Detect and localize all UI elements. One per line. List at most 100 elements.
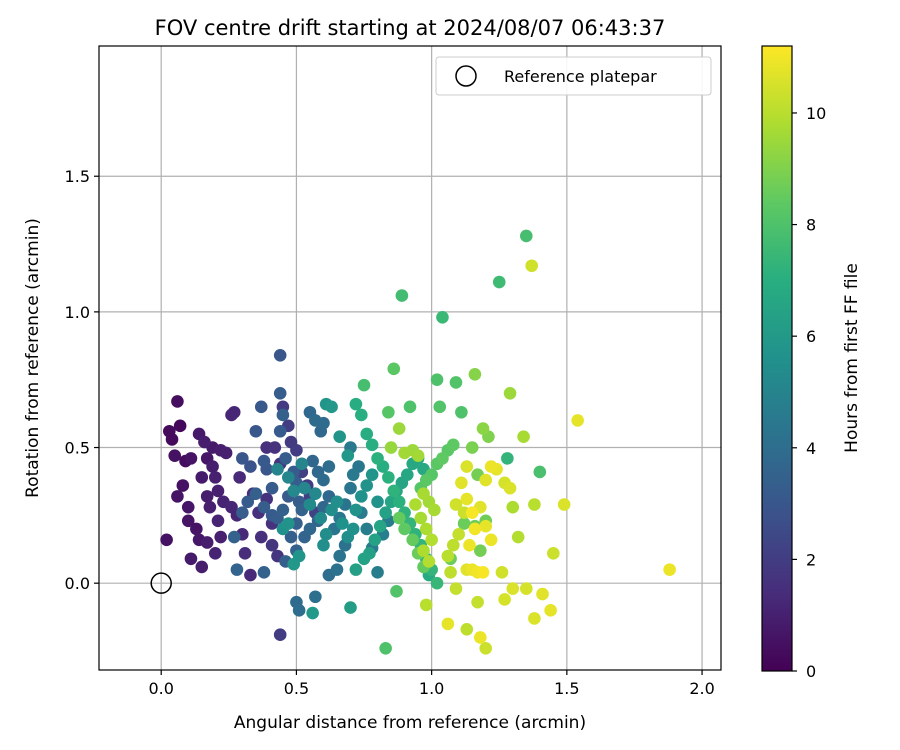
data-point xyxy=(271,462,284,476)
data-point xyxy=(238,547,252,560)
colorbar-gradient xyxy=(761,45,793,672)
data-point xyxy=(268,441,282,454)
data-point xyxy=(419,598,433,612)
data-point xyxy=(206,460,219,473)
data-point xyxy=(208,547,222,560)
data-point xyxy=(171,490,184,503)
data-point xyxy=(479,641,493,655)
data-point xyxy=(200,490,214,503)
data-point xyxy=(422,555,436,568)
colorbar-tick-label: 8 xyxy=(806,216,816,235)
plot-frame xyxy=(98,45,722,671)
data-point xyxy=(360,522,374,536)
data-point xyxy=(506,500,520,514)
data-point xyxy=(306,454,319,468)
x-axis-label: Angular distance from reference (arcmin) xyxy=(234,713,586,733)
data-point xyxy=(365,468,379,481)
data-point xyxy=(276,503,290,517)
data-point xyxy=(365,438,379,452)
data-point xyxy=(414,511,428,525)
x-tick-label: 2.0 xyxy=(689,679,714,698)
data-point xyxy=(465,441,479,454)
data-point xyxy=(181,514,195,528)
colorbar: 0 2 4 6 8 10 Hours from first FF file xyxy=(761,45,862,681)
data-point xyxy=(465,506,479,519)
data-point xyxy=(436,452,449,465)
data-point xyxy=(484,533,498,547)
data-point xyxy=(571,414,584,427)
data-point xyxy=(498,593,511,606)
data-point xyxy=(190,522,203,536)
data-point xyxy=(282,517,295,530)
data-point xyxy=(355,408,368,422)
x-tick-label: 1.0 xyxy=(419,679,444,698)
reference-platepar-marker xyxy=(150,572,172,594)
data-point xyxy=(430,373,444,387)
data-point xyxy=(479,473,493,487)
data-point xyxy=(214,530,227,544)
data-point xyxy=(411,449,425,462)
data-point xyxy=(273,386,287,400)
data-point xyxy=(184,452,198,465)
data-point xyxy=(474,631,487,644)
data-point xyxy=(533,465,547,479)
data-point xyxy=(403,400,417,414)
y-axis-label: Rotation from reference (arcmin) xyxy=(23,218,43,498)
data-point xyxy=(200,536,214,549)
data-point xyxy=(227,530,241,544)
data-point xyxy=(419,473,433,487)
data-point xyxy=(233,471,246,484)
data-point xyxy=(446,538,460,552)
data-point xyxy=(279,452,292,465)
data-point xyxy=(449,376,463,389)
data-point xyxy=(287,484,301,498)
data-point xyxy=(387,362,401,376)
data-point xyxy=(419,522,433,536)
data-point xyxy=(295,457,309,471)
data-point xyxy=(341,449,355,462)
data-point xyxy=(306,606,319,620)
data-point xyxy=(168,449,182,462)
legend-label: Reference platepar xyxy=(504,67,657,86)
data-point xyxy=(457,517,471,530)
data-point xyxy=(460,492,474,506)
x-tick-label: 0.0 xyxy=(148,679,173,698)
data-point xyxy=(230,563,244,576)
data-point xyxy=(519,229,533,243)
data-point xyxy=(257,454,271,468)
data-point xyxy=(349,563,363,576)
y-tick-label: 1.5 xyxy=(65,167,90,186)
data-point xyxy=(360,427,374,441)
y-tick-label: 0.5 xyxy=(65,439,90,458)
data-point xyxy=(519,582,533,595)
data-point xyxy=(319,528,333,541)
data-point xyxy=(349,503,363,517)
data-point xyxy=(528,612,541,625)
data-point xyxy=(290,443,303,457)
data-point xyxy=(468,367,482,381)
data-point xyxy=(265,538,279,552)
data-point xyxy=(484,460,498,473)
data-point xyxy=(417,487,430,500)
chart-title: FOV centre drift starting at 2024/08/07 … xyxy=(155,16,666,40)
data-point xyxy=(254,530,268,544)
data-point xyxy=(384,441,398,454)
data-point xyxy=(198,435,211,449)
x-tick-label: 0.5 xyxy=(284,679,309,698)
colorbar-ticks: 0 2 4 6 8 10 xyxy=(792,104,826,681)
colorbar-tick-label: 6 xyxy=(806,327,816,346)
data-point xyxy=(557,498,571,511)
data-point xyxy=(368,533,382,547)
data-point xyxy=(284,530,298,544)
data-point xyxy=(344,481,357,495)
data-point xyxy=(317,473,330,487)
data-point xyxy=(436,311,449,324)
legend-marker-icon xyxy=(455,65,477,87)
data-point xyxy=(544,604,557,617)
y-axis-ticks: 0.0 0.5 1.0 1.5 xyxy=(65,167,99,593)
data-point xyxy=(455,476,468,490)
data-point xyxy=(495,566,509,579)
data-point xyxy=(476,566,490,579)
